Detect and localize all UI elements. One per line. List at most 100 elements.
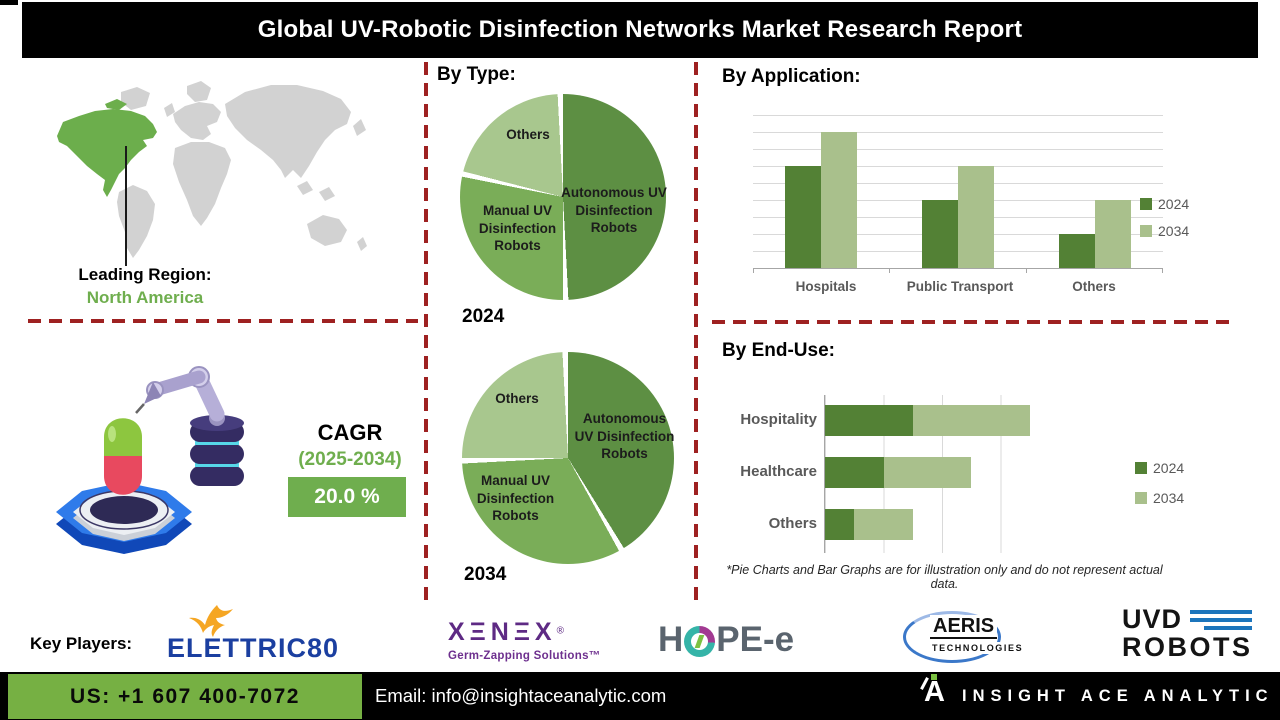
leading-region-label: Leading Region: bbox=[78, 265, 212, 284]
bar-public-transport-2034 bbox=[958, 166, 994, 268]
corner-mark bbox=[0, 0, 18, 5]
row-hospitality: Hospitality bbox=[740, 411, 817, 428]
uvd-wordmark: UVD bbox=[1122, 604, 1183, 634]
region-pointer-line bbox=[125, 146, 127, 266]
page-title: Global UV-Robotic Disinfection Networks … bbox=[22, 2, 1258, 58]
legend-swatch-enduse-2024 bbox=[1135, 462, 1147, 474]
category-public-transport: Public Transport bbox=[906, 279, 1014, 294]
pie-2024-autonomous-label: Autonomous UV Disinfection Robots bbox=[561, 185, 667, 236]
footer-phone: US: +1 607 400-7072 bbox=[8, 674, 362, 719]
bar-hospitality-2034 bbox=[912, 405, 1030, 436]
capsule-bottom bbox=[104, 456, 142, 495]
by-type-heading: By Type: bbox=[437, 64, 516, 85]
brand-name: INSIGHT ACE ANALYTIC bbox=[962, 686, 1274, 705]
cagr-value-badge: 20.0 % bbox=[288, 477, 406, 517]
row-others: Others bbox=[768, 515, 817, 532]
legend-swatch-2024 bbox=[1140, 198, 1152, 210]
europe-region bbox=[173, 102, 221, 140]
bar-hospitals-2034 bbox=[821, 132, 858, 268]
legend-2024: 2024 bbox=[1140, 196, 1189, 212]
divider-right-horizontal bbox=[712, 320, 1234, 324]
legend-label-2034: 2034 bbox=[1158, 223, 1190, 239]
africa-region bbox=[173, 142, 231, 226]
divider-vertical-2 bbox=[694, 62, 698, 600]
pie-chart-2034 bbox=[462, 352, 674, 564]
aeris-wordmark: AERIS bbox=[930, 615, 998, 639]
bar-healthcare-2024 bbox=[825, 457, 884, 488]
by-end-use-heading: By End-Use: bbox=[722, 340, 835, 361]
cagr-period: (2025-2034) bbox=[298, 449, 402, 470]
bird-icon bbox=[189, 605, 233, 637]
xenex-wordmark: XΞNΞX bbox=[448, 618, 557, 646]
bar-public-transport-2024 bbox=[922, 200, 958, 268]
legend-swatch-2034 bbox=[1140, 225, 1152, 237]
db-disc-3 bbox=[190, 466, 244, 486]
hope-e-o-icon bbox=[684, 625, 716, 657]
uk-region bbox=[164, 103, 175, 117]
footer-email: Email: info@insightaceanalytic.com bbox=[375, 685, 667, 706]
hope-e-left: H bbox=[658, 620, 684, 659]
insight-ace-logo-icon: A bbox=[920, 674, 956, 714]
bar-others-2024 bbox=[1058, 234, 1095, 268]
row-healthcare: Healthcare bbox=[740, 463, 817, 480]
logo-letter: A bbox=[924, 676, 945, 708]
pie-2034-manual-label: Manual UV Disinfection Robots bbox=[476, 473, 555, 524]
scandinavia-region bbox=[187, 81, 211, 102]
japan-region bbox=[353, 119, 366, 136]
category-others: Others bbox=[1072, 279, 1116, 294]
sea-islands-region bbox=[297, 181, 335, 201]
aeris-swoosh-icon bbox=[903, 611, 1001, 663]
arctic-islands-region bbox=[105, 99, 127, 110]
pie-2034-autonomous-label: Autonomous UV Disinfection Robots bbox=[574, 411, 675, 462]
cagr-label: CAGR bbox=[317, 420, 383, 445]
arm-needle bbox=[135, 403, 145, 414]
uvd-robots-wordmark: ROBOTS bbox=[1122, 632, 1253, 662]
disclaimer-footnote: *Pie Charts and Bar Graphs are for illus… bbox=[726, 563, 1163, 591]
xenex-registered-mark: ® bbox=[556, 625, 564, 637]
logo-hope-e: H PE-e bbox=[658, 620, 794, 660]
pie-2034-year: 2034 bbox=[464, 564, 507, 585]
end-use-bar-chart bbox=[824, 395, 1059, 553]
legend-label-2024: 2024 bbox=[1158, 196, 1190, 212]
legend-swatch-enduse-2034 bbox=[1135, 492, 1147, 504]
bar-hospitals-2024 bbox=[785, 166, 822, 268]
aeris-subtext: TECHNOLOGIES bbox=[930, 642, 1026, 654]
legend-2034: 2034 bbox=[1140, 223, 1189, 239]
bar-others-2024 bbox=[825, 509, 855, 540]
pie-2024-manual-label: Manual UV Disinfection Robots bbox=[478, 203, 557, 254]
pie-chart-2024 bbox=[460, 94, 666, 300]
logo-elettric80: ELETTRIC80 bbox=[165, 605, 380, 667]
north-america-region bbox=[57, 109, 157, 197]
x-axis-tick bbox=[889, 268, 890, 273]
logo-xenex: XΞNΞX® Germ-Zapping Solutions™ bbox=[448, 618, 618, 662]
bar-others-2034 bbox=[854, 509, 913, 540]
australia-region bbox=[307, 215, 347, 246]
x-axis-tick bbox=[1026, 268, 1027, 273]
greenland-region bbox=[121, 87, 150, 110]
key-players-label: Key Players: bbox=[30, 634, 133, 653]
legend-label-enduse-2034: 2034 bbox=[1153, 490, 1185, 506]
robot-arm-illustration bbox=[56, 366, 244, 554]
leading-region-value: North America bbox=[86, 288, 204, 307]
logo-uvd-robots: UVD ROBOTS bbox=[1122, 606, 1253, 663]
new-zealand-region bbox=[357, 237, 367, 251]
bar-others-2034 bbox=[1094, 200, 1131, 268]
world-map bbox=[57, 81, 367, 258]
xenex-tagline: Germ-Zapping Solutions™ bbox=[448, 650, 601, 662]
db-disc-2 bbox=[190, 444, 244, 464]
x-axis-tick bbox=[1162, 268, 1163, 273]
pie-2034-others-label: Others bbox=[495, 391, 539, 406]
x-axis-tick bbox=[753, 268, 754, 273]
elettric80-wordmark: ELETTRIC80 bbox=[167, 633, 340, 663]
platform-socket bbox=[90, 496, 158, 524]
divider-left-horizontal bbox=[28, 319, 418, 323]
bar-hospitality-2024 bbox=[825, 405, 913, 436]
logo-aeris: AERIS TECHNOLOGIES bbox=[903, 608, 1043, 663]
by-application-heading: By Application: bbox=[722, 66, 861, 87]
capsule-highlight bbox=[108, 426, 116, 442]
pie-2024-year: 2024 bbox=[462, 306, 505, 327]
category-hospitals: Hospitals bbox=[795, 279, 857, 294]
south-america-region bbox=[117, 185, 155, 258]
divider-vertical-1 bbox=[424, 62, 428, 600]
